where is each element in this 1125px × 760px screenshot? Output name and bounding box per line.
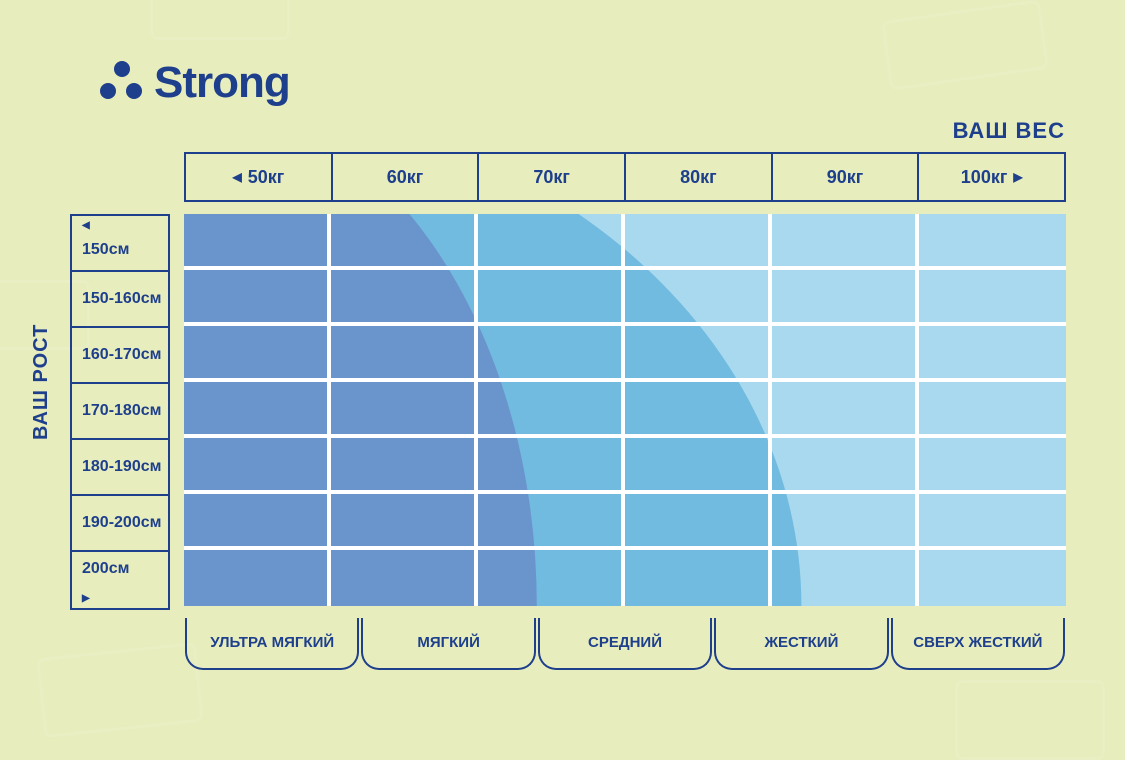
- weight-col-3: 80кг: [626, 154, 773, 200]
- height-row-0: 150см: [72, 216, 168, 272]
- weight-axis-title: ВАШ ВЕС: [953, 118, 1065, 144]
- height-row-1: 150-160см: [72, 272, 168, 328]
- grid-lines: [184, 214, 1066, 606]
- logo-icon: [100, 61, 144, 105]
- height-row-6: 200см: [72, 552, 168, 608]
- height-header-col: 150см 150-160см 160-170см 170-180см 180-…: [70, 214, 170, 610]
- height-row-3: 170-180см: [72, 384, 168, 440]
- firmness-3: ЖЕСТКИЙ: [714, 618, 888, 670]
- firmness-2: СРЕДНИЙ: [538, 618, 712, 670]
- weight-col-0: 50кг: [186, 154, 333, 200]
- brand-logo: Strong: [100, 58, 290, 108]
- weight-header-row: 50кг 60кг 70кг 80кг 90кг 100кг: [184, 152, 1066, 202]
- firmness-4: СВЕРХ ЖЕСТКИЙ: [891, 618, 1065, 670]
- firmness-1: МЯГКИЙ: [361, 618, 535, 670]
- height-row-5: 190-200см: [72, 496, 168, 552]
- firmness-labels: УЛЬТРА МЯГКИЙ МЯГКИЙ СРЕДНИЙ ЖЕСТКИЙ СВЕ…: [184, 618, 1066, 670]
- brand-name: Strong: [154, 58, 290, 108]
- weight-col-2: 70кг: [479, 154, 626, 200]
- height-row-4: 180-190см: [72, 440, 168, 496]
- weight-col-1: 60кг: [333, 154, 480, 200]
- height-axis-title: ВАШ РОСТ: [30, 324, 53, 440]
- weight-col-4: 90кг: [773, 154, 920, 200]
- firmness-grid: [184, 214, 1066, 606]
- firmness-0: УЛЬТРА МЯГКИЙ: [185, 618, 359, 670]
- weight-col-5: 100кг: [919, 154, 1064, 200]
- height-row-2: 160-170см: [72, 328, 168, 384]
